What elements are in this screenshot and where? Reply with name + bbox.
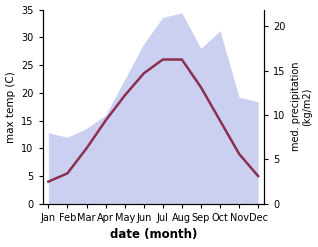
X-axis label: date (month): date (month) (110, 228, 197, 242)
Y-axis label: max temp (C): max temp (C) (5, 71, 16, 143)
Y-axis label: med. precipitation
(kg/m2): med. precipitation (kg/m2) (291, 62, 313, 151)
